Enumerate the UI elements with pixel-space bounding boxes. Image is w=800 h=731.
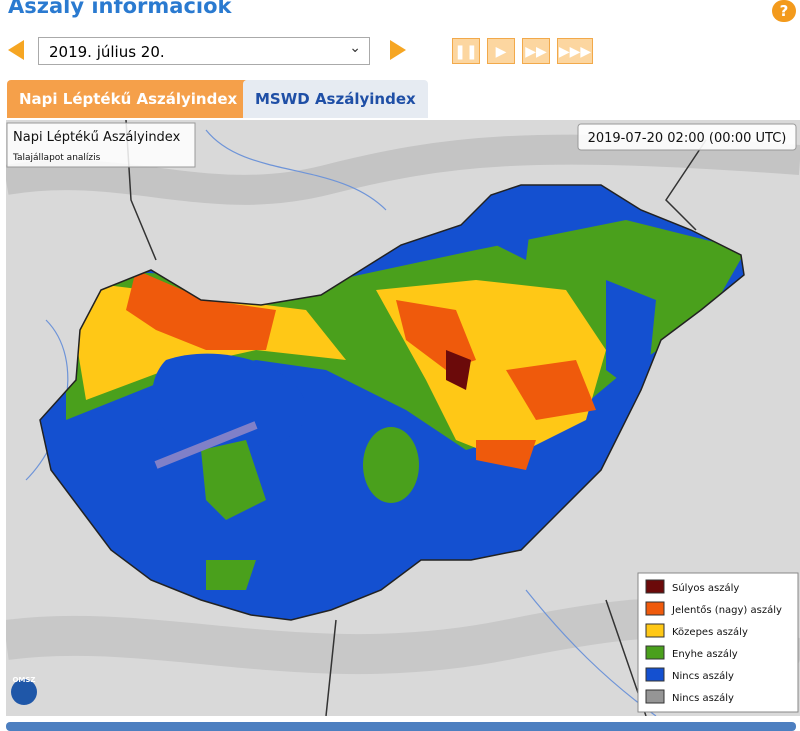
- legend-label: Jelentős (nagy) aszály: [671, 604, 782, 616]
- legend-box: [637, 572, 799, 713]
- logo-text: OMSZ: [12, 676, 35, 684]
- map-subtitle: Talajállapot analízis: [12, 153, 101, 163]
- next-button[interactable]: [390, 40, 406, 60]
- play-button[interactable]: ▶: [487, 38, 515, 64]
- map: Napi Léptékű Aszályindex Talajállapot an…: [6, 120, 800, 716]
- legend-swatch: [645, 601, 665, 616]
- legend-label: Súlyos aszály: [672, 582, 739, 594]
- legend-label: Nincs aszály: [672, 692, 734, 704]
- date-select[interactable]: 2019. július 20.: [38, 34, 370, 65]
- legend-swatch: [645, 689, 665, 704]
- legend: Súlyos aszály Jelentős (nagy) aszály Közep…: [637, 572, 799, 713]
- border: [125, 120, 707, 716]
- fast-button[interactable]: ▶▶: [522, 38, 550, 64]
- prev-button[interactable]: [8, 40, 24, 60]
- legend-swatch: [645, 667, 665, 682]
- timestamp: 2019-07-20 02:00 (00:00 UTC): [588, 131, 787, 146]
- help-button[interactable]: ?: [772, 0, 796, 22]
- legend-label: Közepes aszály: [672, 626, 748, 638]
- legend-swatch: [645, 579, 665, 594]
- tab[interactable]: Napi Léptékű Aszályindex: [7, 80, 250, 118]
- legend-swatch: [645, 645, 665, 660]
- map-title: Napi Léptékű Aszályindex: [13, 130, 181, 145]
- page-title: Aszály információk: [8, 0, 232, 18]
- legend-label: Nincs aszály: [672, 670, 734, 682]
- scroll-bar: [6, 722, 796, 731]
- fastest-button[interactable]: ▶▶▶: [557, 38, 593, 64]
- lake: [154, 421, 258, 469]
- legend-swatch: [645, 623, 665, 638]
- map-title-box: [6, 122, 196, 168]
- timestamp-box: [577, 123, 797, 151]
- tab[interactable]: MSWD Aszályindex: [243, 80, 428, 118]
- pause-button[interactable]: ❚❚: [452, 38, 480, 64]
- logo: [11, 679, 37, 705]
- legend-label: Enyhe aszály: [672, 648, 738, 660]
